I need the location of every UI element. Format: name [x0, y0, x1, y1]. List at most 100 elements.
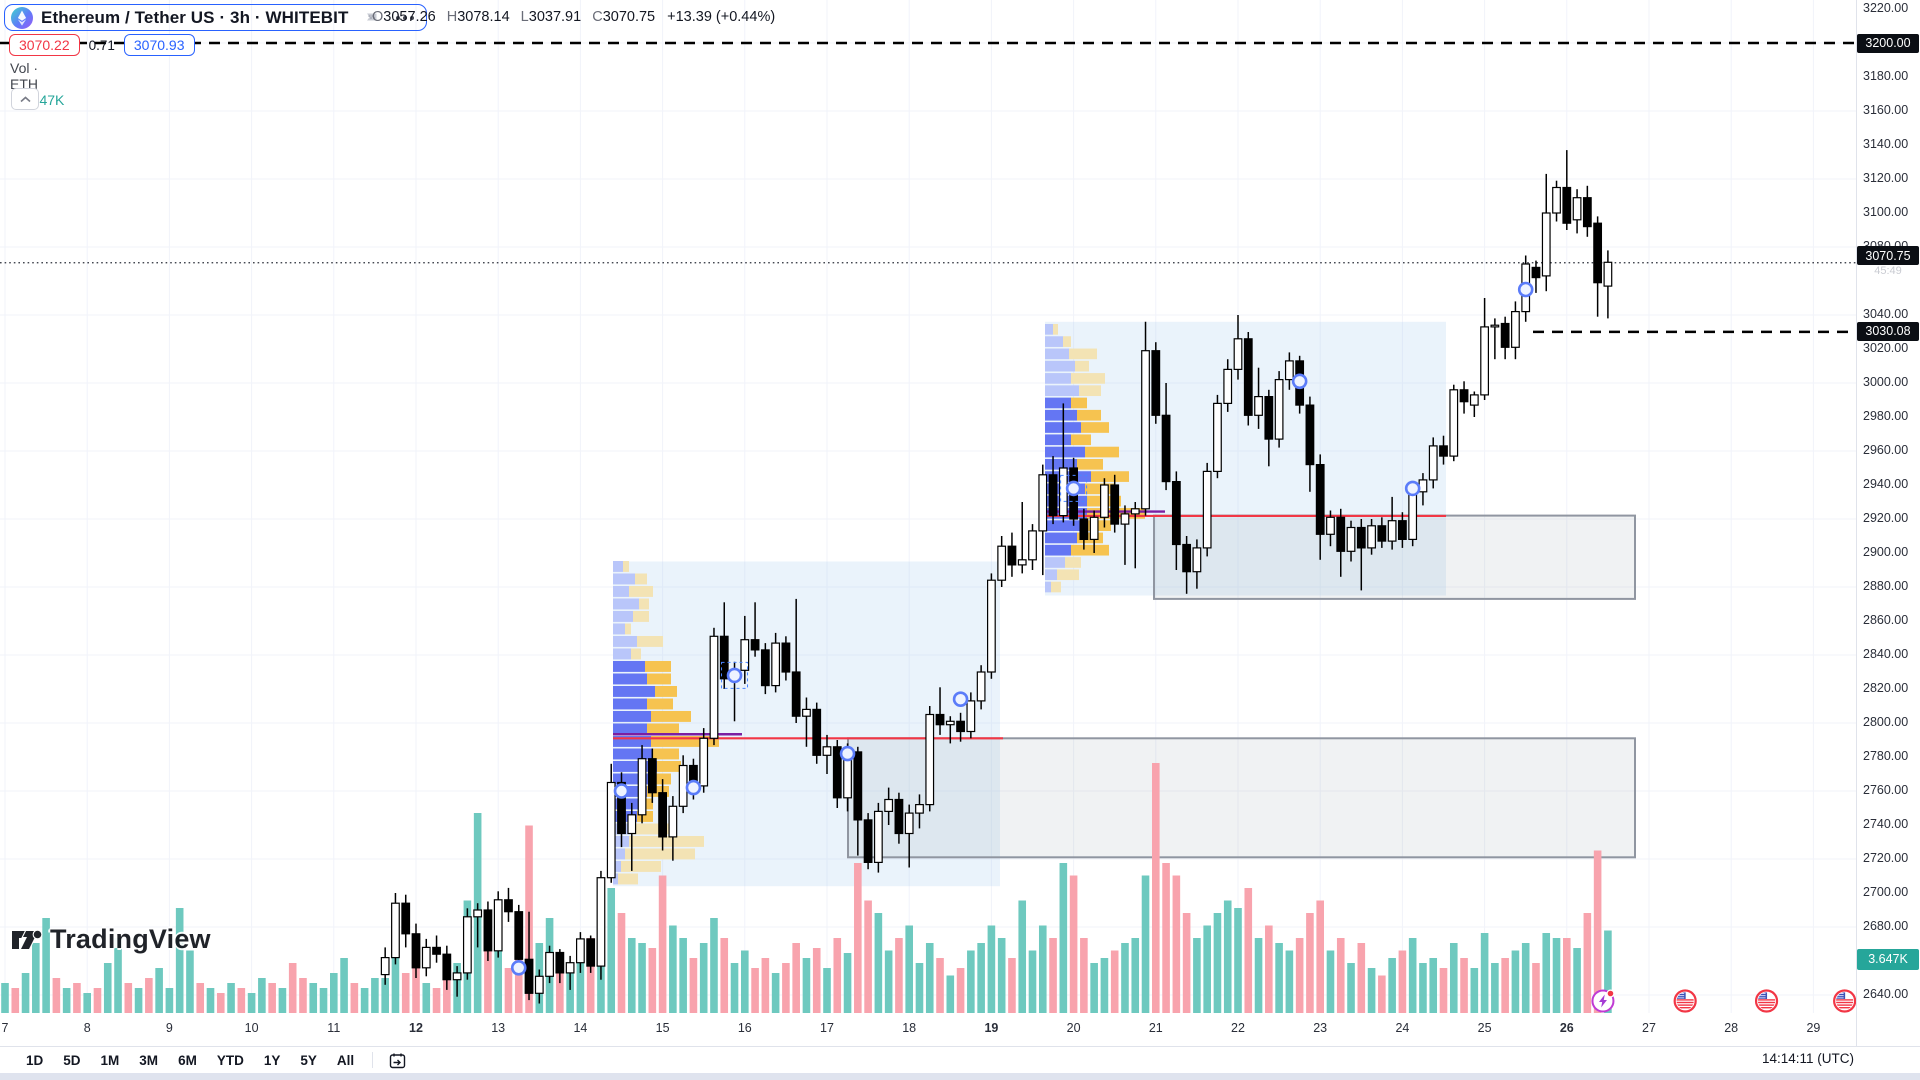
bid-ask-row: 3070.22 0.71 3070.93 — [9, 33, 195, 57]
price-axis-label: 2800.00 — [1863, 715, 1909, 729]
price-axis-label: 2900.00 — [1863, 545, 1909, 559]
range-button-5d[interactable]: 5D — [63, 1052, 81, 1068]
price-axis-label: 2860.00 — [1863, 613, 1909, 627]
price-axis-label: 3220.00 — [1863, 1, 1909, 15]
price-axis-label: 2980.00 — [1863, 409, 1909, 423]
range-button-1y[interactable]: 1Y — [263, 1052, 281, 1068]
date-range-list: 1D 5D 1M 3M 6M YTD 1Y 5Y All — [16, 1050, 364, 1071]
go-to-date-button[interactable] — [381, 1052, 414, 1069]
tradingview-watermark: TradingView — [10, 924, 211, 955]
range-button-3m[interactable]: 3M — [139, 1052, 159, 1068]
range-button-6m[interactable]: 6M — [178, 1052, 197, 1068]
price-axis-label: 3180.00 — [1863, 69, 1909, 83]
price-axis-label: 3140.00 — [1863, 137, 1909, 151]
time-axis-label: 18 — [902, 1021, 917, 1035]
price-axis-label: 3020.00 — [1863, 341, 1909, 355]
order-marker-circle[interactable] — [1065, 480, 1082, 497]
price-axis-label: 2880.00 — [1863, 579, 1909, 593]
more-options-icon[interactable] — [396, 15, 415, 20]
time-axis-label: 28 — [1724, 1021, 1739, 1035]
order-marker-circle[interactable] — [510, 959, 527, 976]
time-axis-label: 29 — [1806, 1021, 1821, 1035]
flag-icon[interactable] — [362, 11, 378, 25]
price-axis-label: 2840.00 — [1863, 647, 1909, 661]
time-axis-label: 15 — [655, 1021, 670, 1035]
time-axis-label: 21 — [1148, 1021, 1163, 1035]
economic-calendar-event-icon[interactable] — [1754, 989, 1779, 1013]
economic-calendar-event-icon[interactable] — [1833, 989, 1857, 1013]
time-axis-label: 26 — [1559, 1021, 1574, 1035]
range-button-1d[interactable]: 1D — [26, 1052, 44, 1068]
time-axis-label: 17 — [820, 1021, 834, 1035]
spread-value: 0.71 — [88, 37, 115, 53]
time-axis-label: 19 — [984, 1021, 999, 1035]
order-marker-circle[interactable] — [839, 745, 856, 762]
price-axis-label: 2760.00 — [1863, 783, 1909, 797]
range-button-all[interactable]: All — [336, 1052, 355, 1068]
price-axis-border — [1856, 0, 1857, 1046]
drawing-rectangle[interactable] — [847, 737, 1636, 859]
price-axis-label: 3160.00 — [1863, 103, 1909, 117]
order-marker-circle[interactable] — [1404, 480, 1421, 497]
symbol-title: Ethereum / Tether US · 3h · WHITEBIT — [41, 7, 349, 27]
price-axis-label: 2820.00 — [1863, 681, 1909, 695]
price-axis-label: 2940.00 — [1863, 477, 1909, 491]
time-axis-label: 25 — [1477, 1021, 1492, 1035]
range-button-1m[interactable]: 1M — [100, 1052, 120, 1068]
order-marker-circle[interactable] — [952, 691, 969, 708]
time-axis-label: 10 — [244, 1021, 259, 1035]
time-axis-label: 23 — [1313, 1021, 1328, 1035]
collapse-legend-button[interactable] — [11, 88, 39, 110]
time-axis-label: 7 — [1, 1021, 9, 1035]
time-axis-label: 16 — [737, 1021, 752, 1035]
price-axis-label: 3000.00 — [1863, 375, 1909, 389]
time-axis-label: 12 — [409, 1021, 423, 1035]
price-line-badge-3200: 3200.00 — [1857, 33, 1919, 53]
time-axis-label: 13 — [491, 1021, 506, 1035]
price-axis-label: 2740.00 — [1863, 817, 1909, 831]
bid-price-button[interactable]: 3070.22 — [9, 34, 80, 56]
time-axis-label: 14 — [573, 1021, 588, 1035]
order-marker-circle[interactable] — [685, 779, 702, 796]
price-line-badge-3030: 3030.08 — [1857, 322, 1919, 342]
range-button-ytd[interactable]: YTD — [216, 1052, 244, 1068]
ask-price-button[interactable]: 3070.93 — [123, 34, 195, 56]
price-axis-label: 2920.00 — [1863, 511, 1909, 525]
live-stream-event-icon[interactable] — [1591, 989, 1615, 1013]
price-axis-label: 3120.00 — [1863, 171, 1909, 185]
tradingview-logo-icon — [10, 925, 44, 955]
price-axis-label: 2960.00 — [1863, 443, 1909, 457]
price-axis-label: 3040.00 — [1863, 307, 1909, 321]
price-axis-label: 2700.00 — [1863, 885, 1909, 899]
symbol-legend-pill[interactable]: Ethereum / Tether US · 3h · WHITEBIT — [4, 4, 428, 31]
price-axis[interactable]: 3220.00 3200.00 3180.00 3160.00 3140.00 3120.… — [1856, 0, 1920, 1046]
ohlc-readout: O3057.26 H3078.14 L3037.91 C3070.75 +13.… — [372, 9, 776, 25]
price-axis-label: 3100.00 — [1863, 205, 1909, 219]
toolbar-divider — [372, 1052, 374, 1068]
time-axis-label: 9 — [165, 1021, 173, 1035]
time-axis-label: 27 — [1642, 1021, 1656, 1035]
clock-utc[interactable]: 14:14:11 (UTC) — [1761, 1051, 1854, 1066]
change-value: +13.39 (+0.44%) — [667, 9, 776, 25]
order-marker-circle[interactable] — [613, 783, 630, 799]
price-axis-label: 2640.00 — [1863, 987, 1909, 1001]
watermark-text: TradingView — [50, 924, 211, 954]
current-volume-badge: 3.647K — [1857, 949, 1919, 971]
time-axis-label: 20 — [1066, 1021, 1081, 1035]
order-marker-circle[interactable] — [1517, 281, 1534, 298]
time-axis[interactable]: 7 8 9 10 11 12 13 14 15 16 17 18 19 20 21 22 23 24 25 26 27 2… — [0, 1013, 1920, 1046]
time-axis-label: 22 — [1231, 1021, 1245, 1035]
price-axis-label: 2720.00 — [1863, 851, 1909, 865]
range-button-5y[interactable]: 5Y — [300, 1052, 317, 1068]
economic-calendar-event-icon[interactable] — [1673, 989, 1697, 1013]
window-bottom-strip — [0, 1073, 1920, 1080]
price-axis-label: 2780.00 — [1863, 749, 1909, 763]
price-axis-label: 2680.00 — [1863, 919, 1909, 933]
bottom-toolbar: 1D 5D 1M 3M 6M YTD 1Y 5Y All 14:14:11 (UTC) — [0, 1046, 1920, 1073]
time-axis-label: 8 — [83, 1021, 91, 1035]
order-marker-circle[interactable] — [726, 667, 743, 684]
order-marker-circle[interactable] — [1291, 373, 1308, 390]
time-axis-label: 11 — [327, 1021, 341, 1035]
